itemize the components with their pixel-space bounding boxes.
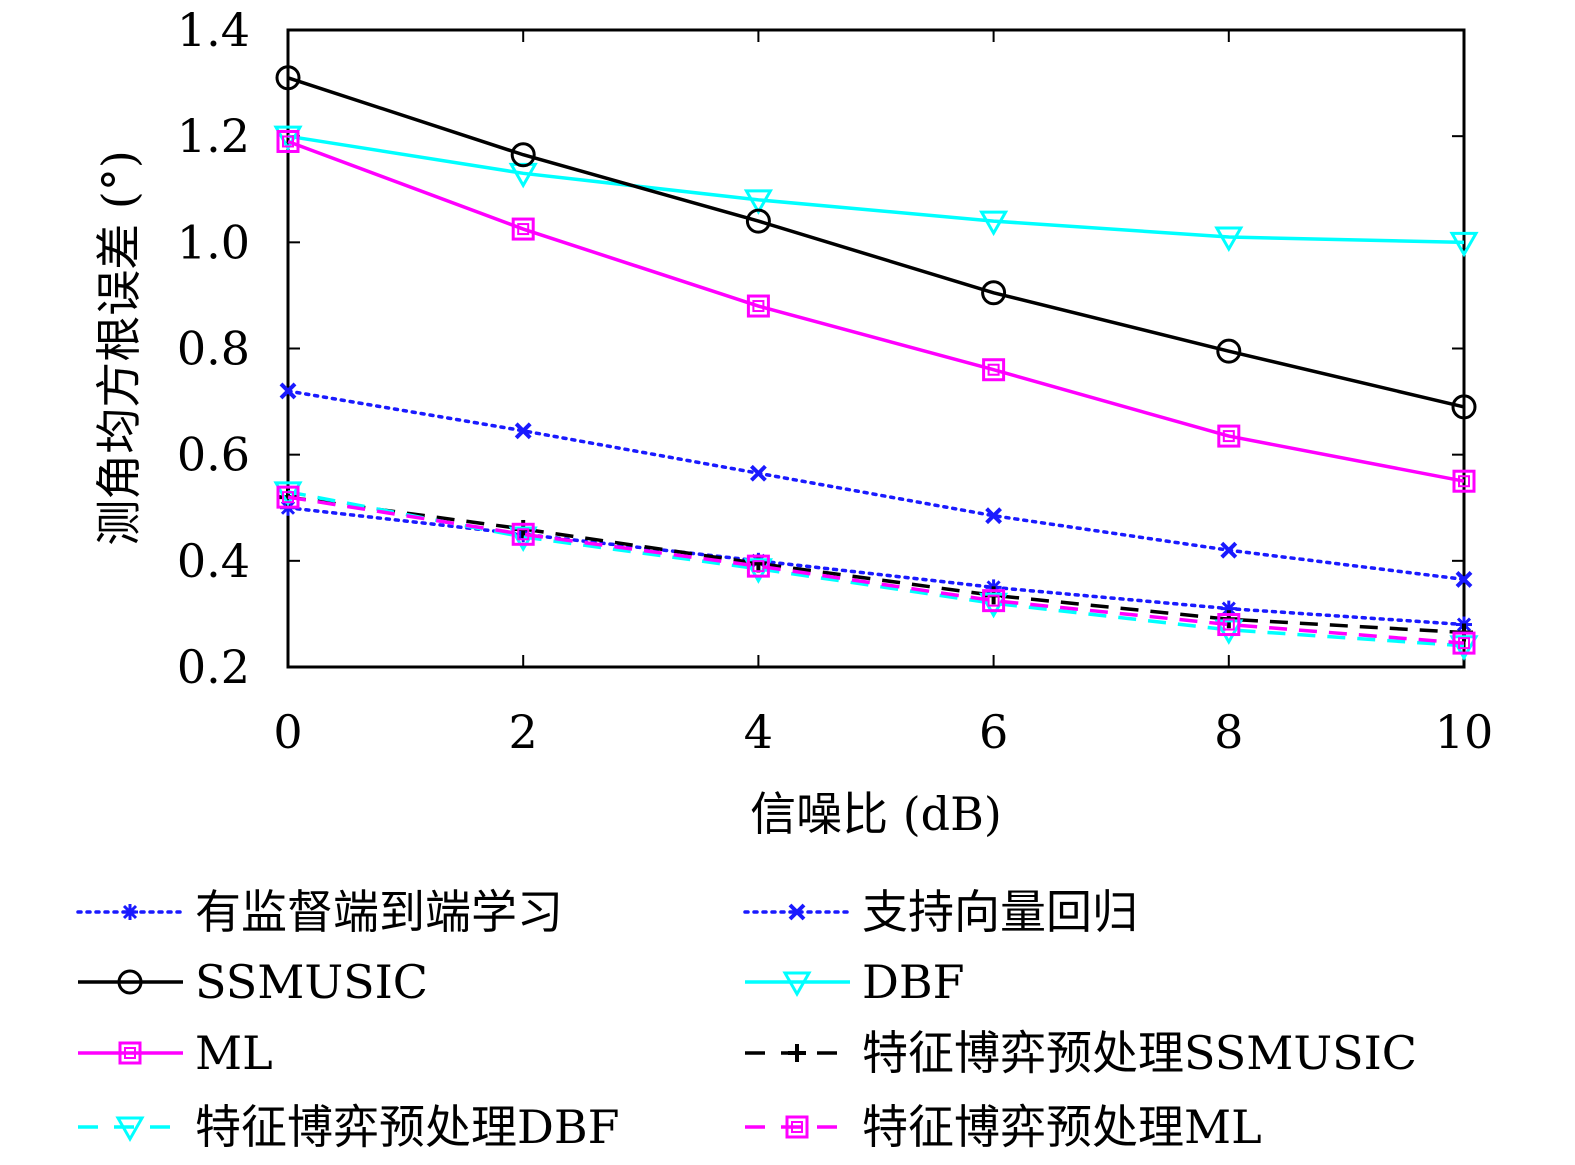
data-point bbox=[1214, 619, 1244, 645]
legend-item: SSMUSIC bbox=[78, 955, 428, 1009]
y-tick-label: 1.4 bbox=[177, 3, 250, 57]
data-point bbox=[1217, 613, 1241, 637]
legend-item: 特征博弈预处理SSMUSIC bbox=[745, 1026, 1417, 1080]
legend-marker bbox=[115, 1116, 145, 1143]
data-point bbox=[745, 208, 771, 234]
series-line bbox=[287, 495, 1465, 635]
legend-label: 特征博弈预处理SSMUSIC bbox=[862, 1026, 1417, 1080]
data-point bbox=[276, 129, 300, 153]
x-tick-label: 8 bbox=[1214, 705, 1243, 759]
legend-marker bbox=[782, 971, 812, 998]
legend-marker bbox=[122, 904, 138, 920]
y-tick-label: 1.2 bbox=[177, 109, 250, 163]
legend-label: ML bbox=[195, 1026, 273, 1080]
x-tick-label: 6 bbox=[979, 705, 1008, 759]
data-point bbox=[981, 280, 1007, 306]
x-tick-label: 2 bbox=[509, 705, 538, 759]
data-point bbox=[1216, 338, 1242, 364]
series-line bbox=[287, 139, 1465, 483]
data-point bbox=[1217, 424, 1241, 448]
legend-item: 支持向量回归 bbox=[743, 885, 1138, 939]
series-3 bbox=[275, 65, 1477, 420]
y-tick-label: 0.6 bbox=[177, 428, 250, 482]
x-axis-label: 信噪比 (dB) bbox=[750, 787, 1002, 841]
data-point bbox=[746, 294, 770, 318]
data-point bbox=[275, 65, 301, 91]
series-line bbox=[286, 389, 1466, 582]
x-tick-label: 4 bbox=[744, 705, 773, 759]
data-point bbox=[979, 210, 1009, 237]
legend-marker bbox=[788, 1044, 806, 1062]
y-tick-label: 0.8 bbox=[177, 322, 250, 376]
legend-label: 特征博弈预处理ML bbox=[862, 1100, 1262, 1154]
data-point bbox=[1452, 631, 1476, 655]
legend-label: 支持向量回归 bbox=[862, 885, 1138, 939]
data-point bbox=[985, 507, 1003, 525]
legend-marker bbox=[788, 903, 806, 921]
data-point bbox=[511, 217, 535, 241]
legend: 有监督端到端学习 支持向量回归 SSMUSIC DBF ML 特征博弈预处理SSMUSIC… bbox=[76, 885, 1417, 1154]
legend-marker bbox=[785, 1115, 809, 1139]
data-point bbox=[279, 382, 297, 400]
legend-item: ML bbox=[78, 1026, 273, 1080]
data-point bbox=[746, 554, 770, 578]
legend-item: DBF bbox=[745, 955, 965, 1009]
series-line bbox=[287, 134, 1465, 245]
series-line bbox=[287, 490, 1465, 648]
legend-label: 特征博弈预处理DBF bbox=[195, 1100, 620, 1154]
legend-label: DBF bbox=[862, 955, 965, 1009]
legend-item: 特征博弈预处理DBF bbox=[78, 1100, 620, 1154]
legend-item: 有监督端到端学习 bbox=[76, 885, 563, 939]
legend-item: 特征博弈预处理ML bbox=[745, 1100, 1262, 1154]
plot-area bbox=[286, 28, 1466, 669]
data-point bbox=[511, 522, 535, 546]
data-point bbox=[1455, 570, 1473, 588]
data-point bbox=[1452, 469, 1476, 493]
data-point bbox=[510, 142, 536, 168]
legend-label: SSMUSIC bbox=[195, 955, 428, 1009]
legend-marker bbox=[117, 969, 143, 995]
y-tick-label: 1.0 bbox=[177, 215, 250, 269]
x-tick-label: 10 bbox=[1435, 705, 1494, 759]
series-layer bbox=[273, 65, 1479, 661]
data-point bbox=[276, 485, 300, 509]
data-point bbox=[982, 589, 1006, 613]
data-point bbox=[1449, 231, 1479, 258]
series-8 bbox=[276, 485, 1476, 655]
legend-marker bbox=[118, 1041, 142, 1065]
y-axis-label: 测角均方根误差 (°) bbox=[92, 150, 146, 546]
y-tick-label: 0.4 bbox=[177, 534, 250, 588]
legend-label: 有监督端到端学习 bbox=[195, 885, 563, 939]
data-point bbox=[1451, 394, 1477, 420]
series-2 bbox=[279, 382, 1473, 588]
tick-labels: 0 2 4 6 8 10 0.2 0.4 0.6 0.8 1.0 1.2 1.4 bbox=[177, 3, 1493, 759]
x-tick-label: 0 bbox=[273, 705, 302, 759]
data-point bbox=[514, 422, 532, 440]
series-line bbox=[286, 506, 1466, 627]
series-5 bbox=[276, 129, 1476, 493]
data-point bbox=[743, 189, 773, 215]
data-point bbox=[749, 464, 767, 482]
y-tick-label: 0.2 bbox=[177, 640, 250, 694]
data-point bbox=[982, 358, 1006, 382]
data-point bbox=[1214, 226, 1244, 253]
data-point bbox=[1220, 541, 1238, 559]
series-line bbox=[287, 76, 1465, 409]
